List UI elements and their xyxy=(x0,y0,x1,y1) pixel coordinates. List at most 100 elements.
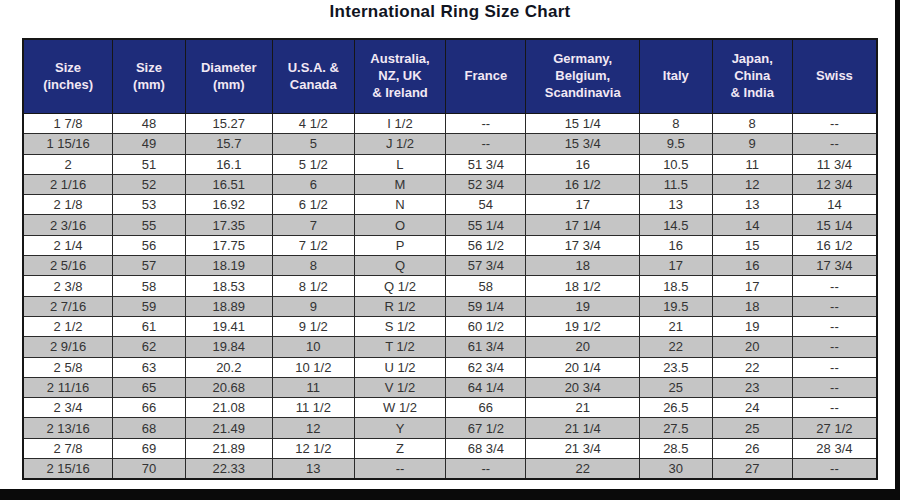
table-row: 1 7/84815.274 1/2I 1/2--15 1/488-- xyxy=(23,114,877,134)
cell: 52 3/4 xyxy=(446,174,526,194)
cell: 48 xyxy=(113,114,186,134)
cell: L xyxy=(354,154,445,174)
cell: 21.89 xyxy=(185,438,272,458)
cell: 27.5 xyxy=(640,418,713,438)
cell: 55 1/4 xyxy=(446,215,526,235)
cell: 66 xyxy=(113,398,186,418)
header-row: Size (inches)Size (mm)Diameter (mm)U.S.A… xyxy=(23,39,877,114)
cell: -- xyxy=(446,114,526,134)
cell: 21 xyxy=(640,316,713,336)
cell: 19.84 xyxy=(185,337,272,357)
cell: 16.92 xyxy=(185,195,272,215)
cell: U 1/2 xyxy=(354,357,445,377)
cell: 2 3/4 xyxy=(23,398,113,418)
cell: 10 xyxy=(272,337,354,357)
cell: 58 xyxy=(113,276,186,296)
cell: 17 xyxy=(526,195,640,215)
cell: 2 1/16 xyxy=(23,174,113,194)
cell: 70 xyxy=(113,459,186,480)
cell: 20.2 xyxy=(185,357,272,377)
cell: I 1/2 xyxy=(354,114,445,134)
column-header: Germany, Belgium, Scandinavia xyxy=(526,39,640,114)
cell: 21 xyxy=(526,398,640,418)
cell: 11 1/2 xyxy=(272,398,354,418)
cell: 13 xyxy=(712,195,792,215)
cell: Z xyxy=(354,438,445,458)
cell: 57 xyxy=(113,256,186,276)
column-header: Australia, NZ, UK & Ireland xyxy=(354,39,445,114)
page: International Ring Size Chart Size (inch… xyxy=(0,0,900,500)
cell: 20 xyxy=(712,337,792,357)
cell: 22 xyxy=(526,459,640,480)
cell: 13 xyxy=(272,459,354,480)
cell: 19.5 xyxy=(640,296,713,316)
cell: 15.7 xyxy=(185,134,272,154)
cell: 18 1/2 xyxy=(526,276,640,296)
cell: -- xyxy=(792,296,877,316)
table-row: 2 9/166219.8410T 1/261 3/4202220-- xyxy=(23,337,877,357)
table-body: 1 7/84815.274 1/2I 1/2--15 1/488--1 15/1… xyxy=(23,114,877,480)
cell: 8 1/2 xyxy=(272,276,354,296)
cell: 2 7/16 xyxy=(23,296,113,316)
cell: 54 xyxy=(446,195,526,215)
cell: 18.53 xyxy=(185,276,272,296)
cell: 5 1/2 xyxy=(272,154,354,174)
cell: 15.27 xyxy=(185,114,272,134)
cell: 16 xyxy=(526,154,640,174)
cell: 49 xyxy=(113,134,186,154)
cell: 11 xyxy=(712,154,792,174)
cell: 62 xyxy=(113,337,186,357)
cell: 6 1/2 xyxy=(272,195,354,215)
cell: 58 xyxy=(446,276,526,296)
cell: 9 1/2 xyxy=(272,316,354,336)
cell: 14 xyxy=(792,195,877,215)
table-row: 2 1/85316.926 1/2N5417131314 xyxy=(23,195,877,215)
cell: 16.51 xyxy=(185,174,272,194)
table-row: 2 3/85818.538 1/2Q 1/25818 1/218.517-- xyxy=(23,276,877,296)
table-row: 2 1/45617.757 1/2P56 1/217 3/4161516 1/2 xyxy=(23,235,877,255)
cell: 14 xyxy=(712,215,792,235)
column-header: Swiss xyxy=(792,39,877,114)
cell: 18.19 xyxy=(185,256,272,276)
cell: 11.5 xyxy=(640,174,713,194)
cell: 1 15/16 xyxy=(23,134,113,154)
cell: 68 3/4 xyxy=(446,438,526,458)
cell: 2 5/16 xyxy=(23,256,113,276)
cell: 59 1/4 xyxy=(446,296,526,316)
column-header: Size (inches) xyxy=(23,39,113,114)
cell: 2 7/8 xyxy=(23,438,113,458)
cell: 17.75 xyxy=(185,235,272,255)
cell: 17 1/4 xyxy=(526,215,640,235)
column-header: Diameter (mm) xyxy=(185,39,272,114)
cell: 15 1/4 xyxy=(792,215,877,235)
cell: -- xyxy=(446,459,526,480)
column-header: Japan, China & India xyxy=(712,39,792,114)
cell: 2 1/2 xyxy=(23,316,113,336)
cell: 56 1/2 xyxy=(446,235,526,255)
cell: 55 xyxy=(113,215,186,235)
cell: -- xyxy=(446,134,526,154)
table-row: 2 3/46621.0811 1/2W 1/2662126.524-- xyxy=(23,398,877,418)
cell: 51 xyxy=(113,154,186,174)
cell: 9 xyxy=(712,134,792,154)
cell: 61 xyxy=(113,316,186,336)
cell: 11 3/4 xyxy=(792,154,877,174)
cell: 15 xyxy=(712,235,792,255)
cell: R 1/2 xyxy=(354,296,445,316)
cell: 53 xyxy=(113,195,186,215)
cell: 10 1/2 xyxy=(272,357,354,377)
cell: 17 3/4 xyxy=(792,256,877,276)
cell: 20.68 xyxy=(185,377,272,397)
cell: 21.49 xyxy=(185,418,272,438)
table-row: 2 3/165517.357O55 1/417 1/414.51415 1/4 xyxy=(23,215,877,235)
cell: 16.1 xyxy=(185,154,272,174)
cell: 23 xyxy=(712,377,792,397)
table-row: 2 1/26119.419 1/2S 1/260 1/219 1/22119-- xyxy=(23,316,877,336)
cell: 19 1/2 xyxy=(526,316,640,336)
cell: 28.5 xyxy=(640,438,713,458)
cell: 57 3/4 xyxy=(446,256,526,276)
cell: W 1/2 xyxy=(354,398,445,418)
cell: 17 3/4 xyxy=(526,235,640,255)
cell: 26 xyxy=(712,438,792,458)
cell: 28 3/4 xyxy=(792,438,877,458)
